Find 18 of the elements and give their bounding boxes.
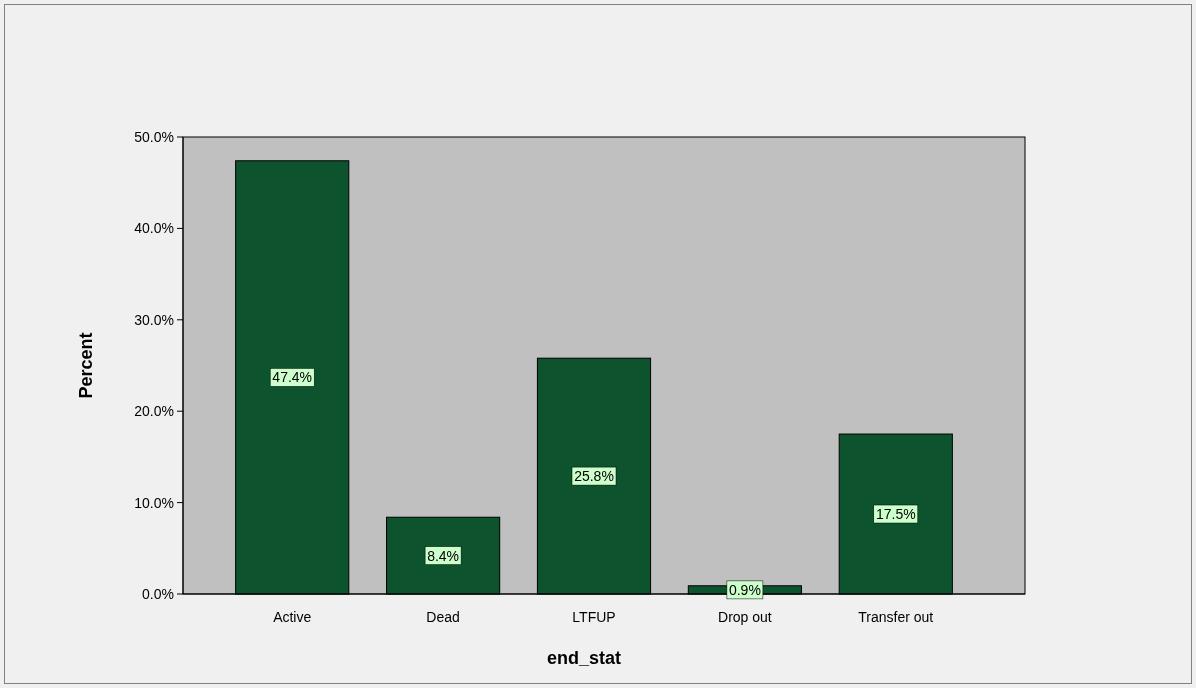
- data-label: 17.5%: [875, 506, 916, 523]
- x-tick-label: Transfer out: [858, 609, 934, 625]
- x-tick-label: Dead: [426, 609, 460, 625]
- data-label: 0.9%: [728, 581, 761, 598]
- y-tick-label: 0.0%: [142, 586, 174, 602]
- y-tick-label: 20.0%: [134, 403, 174, 420]
- y-tick-label: 50.0%: [134, 129, 174, 145]
- x-tick-label: LTFUP: [572, 609, 616, 625]
- y-axis-title: Percent: [76, 332, 96, 399]
- x-tick-label: Drop out: [718, 609, 772, 625]
- x-tick-label: Active: [273, 609, 312, 625]
- y-tick-label: 10.0%: [134, 494, 174, 511]
- data-label: 25.8%: [574, 468, 614, 485]
- y-tick-label: 40.0%: [134, 220, 174, 237]
- data-label: 8.4%: [427, 547, 460, 564]
- y-tick-label: 30.0%: [134, 311, 174, 328]
- data-label: 47.4%: [272, 369, 313, 386]
- x-axis-title: end_stat: [546, 648, 622, 668]
